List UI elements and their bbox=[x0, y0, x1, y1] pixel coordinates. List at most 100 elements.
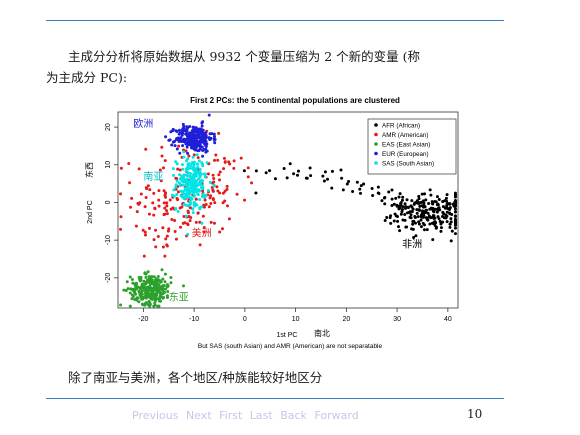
amr-point bbox=[173, 218, 177, 222]
cluster-label: 东亚 bbox=[169, 290, 189, 303]
eur-point bbox=[201, 154, 205, 158]
eas-point bbox=[153, 301, 157, 305]
amr-point bbox=[128, 181, 132, 185]
afr-point bbox=[309, 174, 313, 178]
eur-point bbox=[181, 144, 185, 148]
cluster-label: 美洲 bbox=[192, 226, 212, 239]
eur-point bbox=[200, 145, 204, 149]
sas-point bbox=[198, 175, 202, 179]
afr-point bbox=[431, 238, 435, 242]
afr-point bbox=[433, 216, 437, 220]
amr-point bbox=[154, 245, 158, 249]
afr-point bbox=[410, 199, 414, 203]
afr-point bbox=[417, 197, 421, 201]
sas-point bbox=[192, 172, 196, 176]
eur-point bbox=[187, 137, 191, 141]
amr-point bbox=[164, 191, 168, 195]
sas-point bbox=[179, 194, 183, 198]
nav-next-link[interactable]: Next bbox=[186, 409, 212, 422]
y-tick-label: 0 bbox=[105, 200, 112, 204]
eur-point bbox=[177, 132, 181, 136]
afr-point bbox=[376, 185, 380, 189]
eur-point bbox=[204, 140, 208, 144]
eas-point bbox=[169, 281, 173, 285]
eas-point bbox=[136, 285, 140, 289]
afr-point bbox=[412, 202, 416, 206]
sas-point bbox=[175, 179, 179, 183]
nav-previous-link[interactable]: Previous bbox=[132, 409, 179, 422]
afr-point bbox=[392, 202, 396, 206]
amr-point bbox=[152, 238, 156, 242]
x-tick-label: 10 bbox=[292, 316, 300, 323]
amr-point bbox=[162, 201, 166, 205]
eur-point bbox=[204, 136, 208, 140]
x-tick-label: -20 bbox=[138, 316, 148, 323]
sas-point bbox=[193, 175, 197, 179]
afr-point bbox=[406, 206, 410, 210]
amr-point bbox=[221, 191, 225, 195]
eas-point bbox=[155, 288, 159, 292]
amr-point bbox=[246, 175, 250, 179]
afr-point bbox=[425, 208, 429, 212]
amr-point bbox=[196, 156, 200, 160]
amr-point bbox=[192, 153, 196, 157]
y-tick-label: -10 bbox=[105, 235, 112, 245]
afr-point bbox=[326, 177, 330, 181]
eas-point bbox=[161, 296, 165, 300]
sas-point bbox=[178, 184, 182, 188]
afr-point bbox=[308, 166, 312, 170]
amr-point bbox=[176, 190, 180, 194]
amr-point bbox=[186, 211, 190, 215]
afr-point bbox=[422, 228, 426, 232]
sas-point bbox=[172, 173, 176, 177]
afr-point bbox=[390, 197, 394, 201]
afr-point bbox=[434, 207, 438, 211]
afr-point bbox=[347, 179, 351, 183]
amr-point bbox=[216, 158, 220, 162]
amr-point bbox=[174, 187, 178, 191]
amr-point bbox=[119, 192, 123, 196]
amr-point bbox=[198, 220, 202, 224]
afr-point bbox=[423, 205, 427, 209]
amr-point bbox=[163, 206, 167, 210]
sas-point bbox=[206, 189, 210, 193]
eas-point bbox=[144, 288, 148, 292]
eas-point bbox=[163, 280, 167, 284]
x-tick-label: 30 bbox=[393, 316, 401, 323]
sas-point bbox=[184, 187, 188, 191]
eas-point bbox=[157, 297, 161, 301]
eur-point bbox=[207, 113, 211, 117]
sas-point bbox=[188, 166, 192, 170]
nav-back-link[interactable]: Back bbox=[280, 409, 307, 422]
amr-point bbox=[127, 162, 131, 166]
afr-point bbox=[351, 189, 355, 193]
afr-point bbox=[397, 195, 401, 199]
sas-point bbox=[198, 189, 202, 193]
amr-point bbox=[152, 213, 156, 217]
afr-point bbox=[439, 229, 443, 233]
sas-point bbox=[212, 184, 216, 188]
afr-point bbox=[409, 213, 413, 217]
afr-point bbox=[442, 212, 446, 216]
afr-point bbox=[421, 221, 425, 225]
afr-point bbox=[408, 215, 412, 219]
afr-point bbox=[448, 202, 452, 206]
sas-point bbox=[192, 163, 196, 167]
afr-point bbox=[417, 201, 421, 205]
conclusion-text: 除了南亚与美洲，各个地区/种族能较好地区分 bbox=[68, 370, 323, 385]
amr-point bbox=[143, 230, 147, 234]
eas-point bbox=[163, 272, 167, 276]
afr-point bbox=[435, 210, 439, 214]
legend-marker bbox=[374, 161, 378, 165]
nav-forward-link[interactable]: Forward bbox=[314, 409, 359, 422]
amr-point bbox=[141, 228, 145, 232]
afr-point bbox=[425, 228, 429, 232]
afr-point bbox=[396, 219, 400, 223]
sas-point bbox=[203, 172, 207, 176]
nav-first-link[interactable]: First bbox=[219, 409, 243, 422]
amr-point bbox=[223, 199, 227, 203]
amr-point bbox=[178, 168, 182, 172]
amr-point bbox=[147, 226, 151, 230]
amr-point bbox=[202, 230, 206, 234]
nav-last-link[interactable]: Last bbox=[249, 409, 273, 422]
